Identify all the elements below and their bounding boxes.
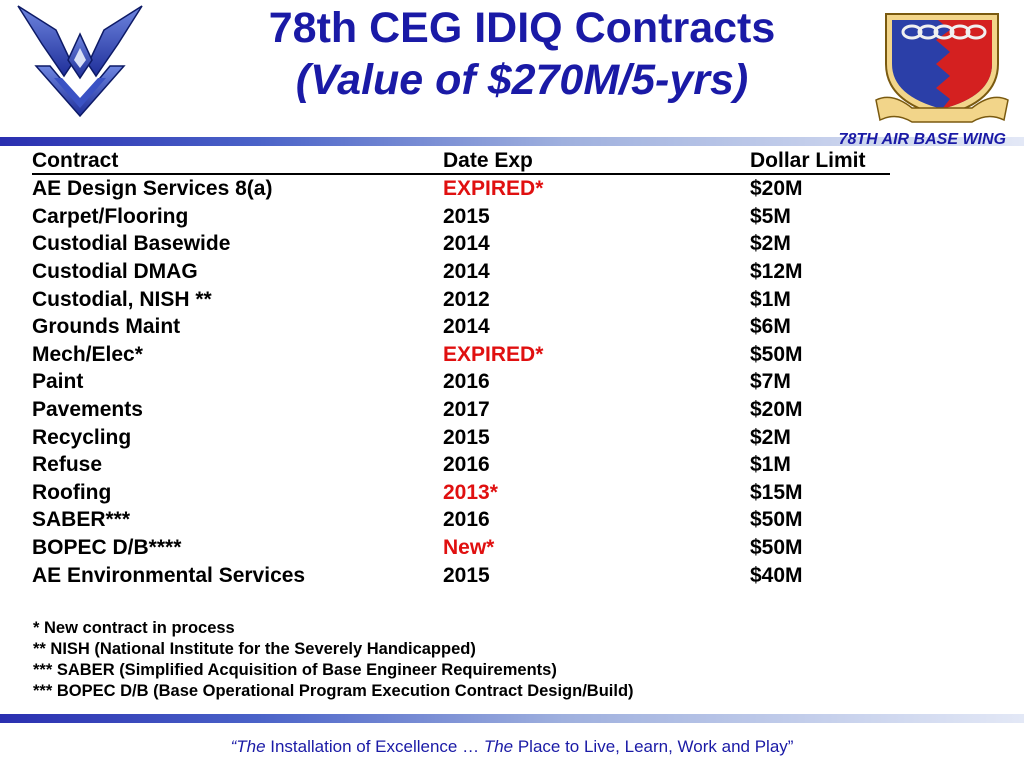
- date-exp-cell: 2015: [443, 425, 490, 449]
- dollar-limit-cell: $50M: [750, 536, 803, 560]
- contract-cell: Carpet/Flooring: [32, 204, 189, 228]
- contract-cell: Custodial Basewide: [32, 232, 231, 256]
- date-exp-cell: 2016: [443, 508, 490, 532]
- table-row: Roofing 2013* $15M: [32, 479, 890, 507]
- contract-cell: Roofing: [32, 480, 112, 504]
- date-exp-cell: 2012: [443, 287, 490, 311]
- date-exp-cell: 2016: [443, 453, 490, 477]
- footnotes: * New contract in process ** NISH (Natio…: [33, 618, 634, 702]
- date-exp-cell: 2014: [443, 260, 490, 284]
- date-exp-cell: EXPIRED*: [443, 177, 544, 201]
- dollar-limit-cell: $6M: [750, 315, 791, 339]
- column-header-dollar-limit: Dollar Limit: [750, 149, 890, 175]
- slogan-emphasis: “The: [230, 737, 266, 756]
- contract-cell: AE Design Services 8(a): [32, 177, 273, 201]
- dollar-limit-cell: $2M: [750, 232, 791, 256]
- table-header-row: Contract Date Exp Dollar Limit: [32, 149, 890, 175]
- dollar-limit-cell: $20M: [750, 177, 803, 201]
- contract-cell: Custodial, NISH **: [32, 287, 212, 311]
- table-row: BOPEC D/B**** New* $50M: [32, 534, 890, 562]
- date-exp-cell: 2015: [443, 204, 490, 228]
- date-exp-cell: 2014: [443, 232, 490, 256]
- dollar-limit-cell: $12M: [750, 260, 803, 284]
- footnote: * New contract in process: [33, 619, 235, 637]
- table-row: Recycling 2015 $2M: [32, 423, 890, 451]
- footnote: *** BOPEC D/B (Base Operational Program …: [33, 682, 634, 700]
- wing-crest-icon: [872, 4, 1012, 128]
- dollar-limit-cell: $15M: [750, 480, 803, 504]
- dollar-limit-cell: $1M: [750, 287, 791, 311]
- table-row: Custodial Basewide 2014 $2M: [32, 230, 890, 258]
- table-row: Custodial, NISH ** 2012 $1M: [32, 285, 890, 313]
- contract-cell: Pavements: [32, 398, 143, 422]
- table-row: Carpet/Flooring 2015 $5M: [32, 203, 890, 231]
- table-row: Paint 2016 $7M: [32, 368, 890, 396]
- table-row: AE Environmental Services 2015 $40M: [32, 561, 890, 589]
- date-exp-cell: 2013*: [443, 480, 498, 504]
- table-row: Pavements 2017 $20M: [32, 396, 890, 424]
- contract-cell: Grounds Maint: [32, 315, 181, 339]
- unit-label: 78TH AIR BASE WING: [838, 131, 1006, 148]
- page-title: 78th CEG IDIQ Contracts: [268, 4, 776, 52]
- dollar-limit-cell: $5M: [750, 204, 791, 228]
- dollar-limit-cell: $2M: [750, 425, 791, 449]
- column-header-contract: Contract: [32, 149, 443, 175]
- dollar-limit-cell: $1M: [750, 453, 791, 477]
- contract-cell: AE Environmental Services: [32, 563, 306, 587]
- table-row: SABER*** 2016 $50M: [32, 506, 890, 534]
- slogan-emphasis: The: [483, 737, 514, 756]
- dollar-limit-cell: $40M: [750, 563, 803, 587]
- table-row: Grounds Maint 2014 $6M: [32, 313, 890, 341]
- slogan-text: Installation of Excellence …: [265, 737, 484, 756]
- date-exp-cell: EXPIRED*: [443, 342, 544, 366]
- date-exp-cell: 2017: [443, 398, 490, 422]
- contract-cell: Custodial DMAG: [32, 260, 198, 284]
- table-row: Refuse 2016 $1M: [32, 451, 890, 479]
- column-header-date-exp: Date Exp: [443, 149, 750, 175]
- table-row: Custodial DMAG 2014 $12M: [32, 258, 890, 286]
- footer-divider: [0, 714, 1024, 723]
- footer-slogan: “The Installation of Excellence … The Pl…: [0, 737, 1024, 757]
- dollar-limit-cell: $7M: [750, 370, 791, 394]
- slogan-text: Place to Live, Learn, Work and Play”: [513, 737, 794, 756]
- date-exp-cell: New*: [443, 536, 495, 560]
- header-divider: [0, 137, 1024, 146]
- contract-cell: BOPEC D/B****: [32, 536, 182, 560]
- table-row: AE Design Services 8(a) EXPIRED* $20M: [32, 174, 890, 203]
- table-row: Mech/Elec* EXPIRED* $50M: [32, 341, 890, 369]
- date-exp-cell: 2015: [443, 563, 490, 587]
- dollar-limit-cell: $50M: [750, 342, 803, 366]
- contract-cell: Paint: [32, 370, 84, 394]
- contract-cell: SABER***: [32, 508, 131, 532]
- contract-cell: Refuse: [32, 453, 103, 477]
- footnote: ** NISH (National Institute for the Seve…: [33, 640, 476, 658]
- date-exp-cell: 2016: [443, 370, 490, 394]
- date-exp-cell: 2014: [443, 315, 490, 339]
- dollar-limit-cell: $50M: [750, 508, 803, 532]
- contracts-table: Contract Date Exp Dollar Limit AE Design…: [32, 149, 890, 589]
- page-subtitle: (Value of $270M/5-yrs): [295, 56, 749, 104]
- contract-cell: Mech/Elec*: [32, 342, 143, 366]
- air-force-symbol-icon: [14, 4, 146, 122]
- contract-cell: Recycling: [32, 425, 132, 449]
- footnote: *** SABER (Simplified Acquisition of Bas…: [33, 661, 557, 679]
- dollar-limit-cell: $20M: [750, 398, 803, 422]
